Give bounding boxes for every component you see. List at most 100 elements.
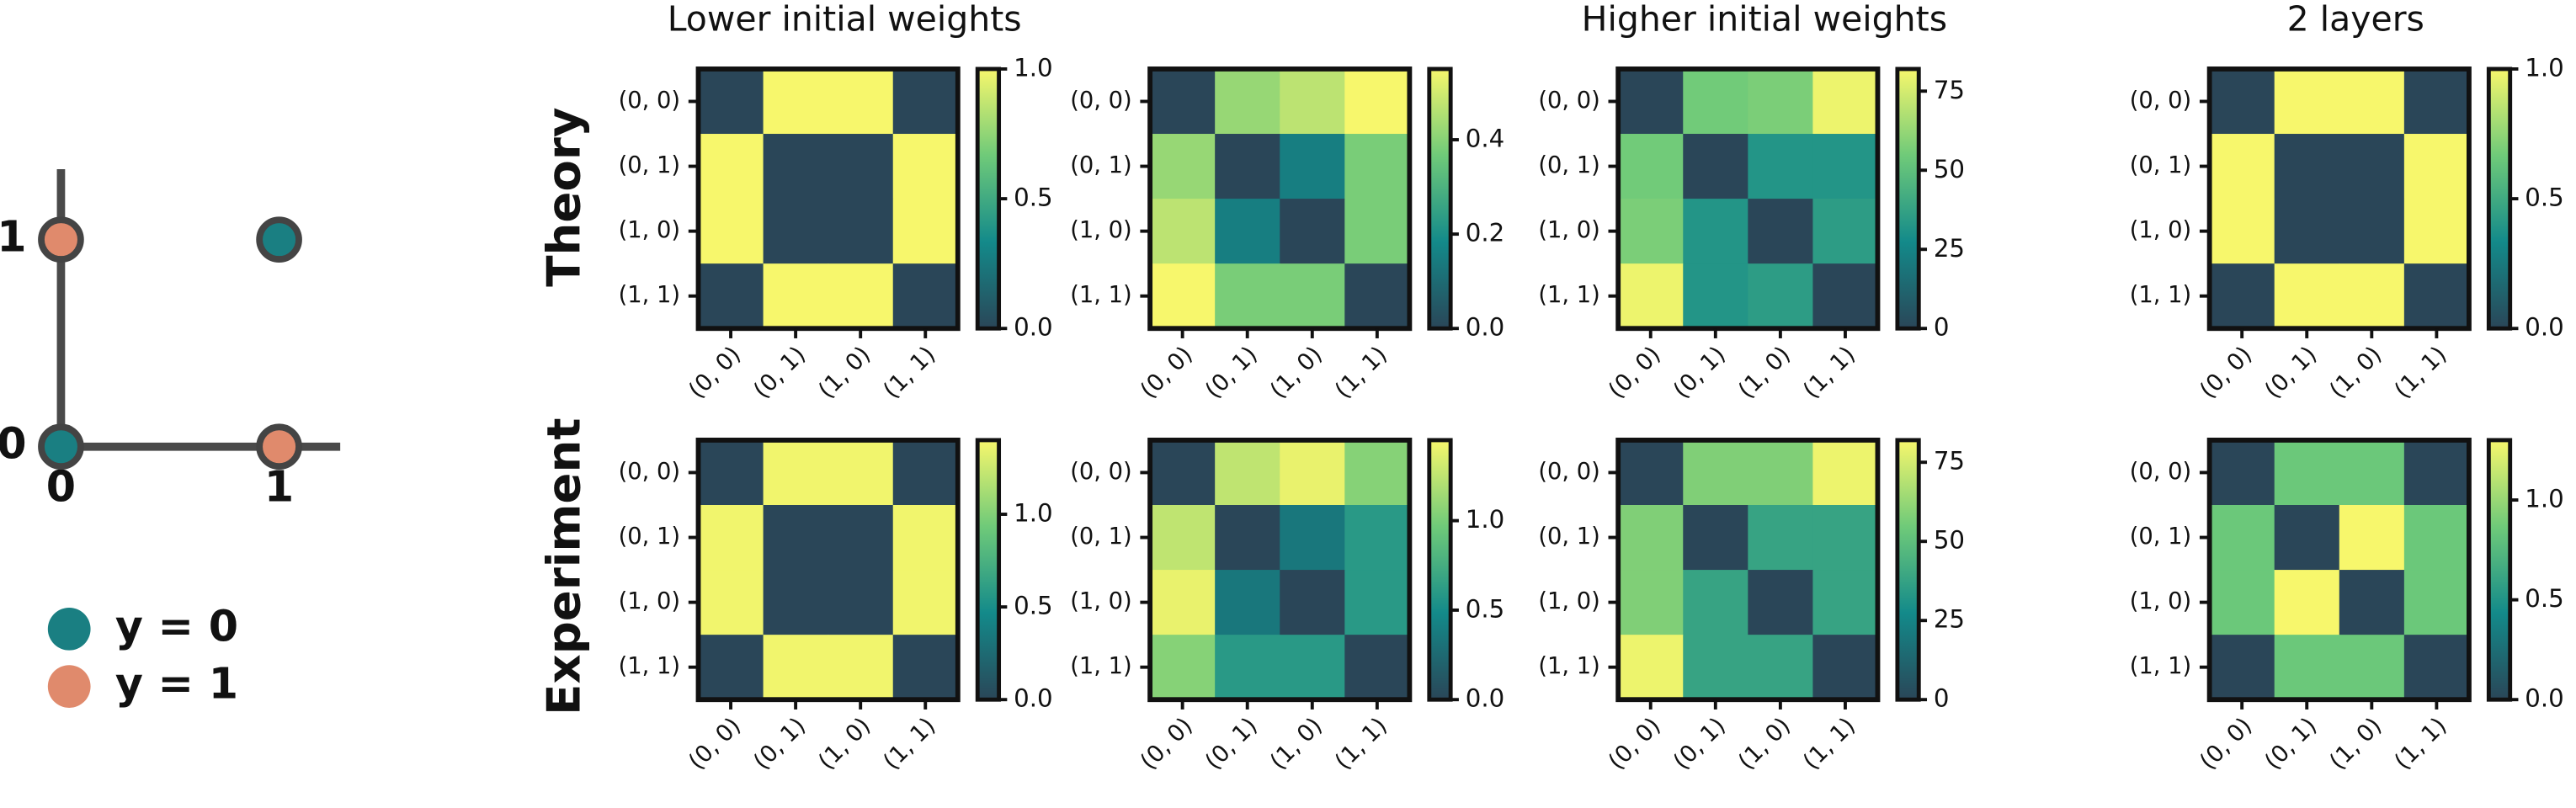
heatmap-cell: [828, 68, 894, 135]
heatmap-cell: [1748, 134, 1813, 199]
heatmap-cell: [763, 570, 829, 635]
heatmap-cell: [2403, 439, 2470, 506]
x-tick-label: (0, 1): [1669, 713, 1731, 775]
heatmap-cell: [892, 134, 959, 199]
heatmap-cell: [1215, 505, 1280, 571]
heatmap-cell: [2403, 68, 2470, 135]
x-tick-label: (1, 0): [2325, 342, 2387, 404]
x-tick-label: 0: [46, 461, 76, 511]
x-tick-label: (1, 1): [2390, 342, 2452, 404]
heatmap-cell: [1215, 439, 1280, 506]
heatmap-cell: [763, 505, 829, 571]
y-tick-label: (1, 0): [2130, 588, 2191, 614]
x-tick-label: (1, 1): [1798, 342, 1860, 404]
heatmap-cell: [763, 68, 829, 135]
heatmap-cell: [2274, 570, 2340, 635]
heatmap-cell: [763, 439, 829, 506]
y-tick-label: (1, 0): [2130, 217, 2191, 243]
y-tick-label: 0: [0, 419, 27, 469]
heatmap-cell: [1215, 635, 1280, 700]
heatmap-cell: [1748, 635, 1813, 700]
heatmap-cell: [2403, 199, 2470, 264]
colorbar: [975, 66, 1002, 331]
plot-frame: [1147, 66, 1413, 332]
colorbar-tick-label: 0.0: [1466, 313, 1505, 342]
heatmap-cell: [1280, 505, 1345, 571]
plot-frame: [1147, 437, 1413, 703]
data-point: [38, 423, 84, 470]
heatmap-cell: [1344, 505, 1410, 571]
heatmap-cell: [698, 134, 764, 199]
y-tick-label: (1, 1): [2130, 282, 2191, 308]
heatmap-cell: [1280, 263, 1345, 329]
heatmap-cell: [1683, 635, 1748, 700]
y-tick-label: (0, 0): [1538, 88, 1599, 114]
plot-frame: [1615, 437, 1881, 703]
colorbar-tick-label: 25: [1934, 234, 1965, 263]
heatmap-cell: [1683, 263, 1748, 329]
heatmap-cell: [1618, 439, 1684, 506]
heatmap-cell: [892, 199, 959, 264]
heatmap-cell: [1748, 263, 1813, 329]
x-tick-label: (0, 1): [2259, 342, 2322, 404]
y-tick-label: (1, 0): [1538, 217, 1599, 243]
heatmap-cell: [2209, 134, 2275, 199]
y-tick-label: (1, 1): [619, 653, 680, 679]
colorbar: [2486, 66, 2513, 331]
heatmap-cell: [1280, 635, 1345, 700]
heatmap-cell: [1280, 570, 1345, 635]
x-tick-label: (1, 0): [813, 342, 876, 404]
heatmap-cell: [1683, 199, 1748, 264]
y-tick-label: (0, 0): [619, 88, 680, 114]
x-tick-label: (0, 1): [2259, 713, 2322, 775]
heatmap-cell: [1280, 439, 1345, 506]
colorbar-tick-label: 1.0: [1014, 499, 1053, 528]
heatmap-cell: [698, 199, 764, 264]
heatmap-cell: [2274, 199, 2340, 264]
heatmap-cell: [1748, 68, 1813, 135]
heatmap-cell: [1748, 505, 1813, 571]
heatmap-cell: [2209, 68, 2275, 135]
colorbar-tick-label: 0.5: [1466, 594, 1505, 623]
heatmap-cell: [892, 439, 959, 506]
y-tick-label: (1, 0): [619, 217, 680, 243]
heatmap-cell: [2339, 68, 2405, 135]
colorbar-tick-label: 75: [1934, 76, 1965, 104]
heatmap-cell: [1280, 134, 1345, 199]
heatmap-cell: [698, 505, 764, 571]
x-tick-label: (0, 0): [1604, 342, 1666, 404]
heatmap-cell: [1683, 68, 1748, 135]
x-tick-label: (0, 0): [684, 713, 746, 775]
heatmap-cell: [1618, 263, 1684, 329]
y-tick-label: 1: [0, 212, 27, 262]
heatmap-cell: [1812, 68, 1879, 135]
y-tick-label: (0, 1): [619, 152, 680, 178]
heatmap-cell: [1344, 635, 1410, 700]
plot-frame: [2206, 66, 2472, 332]
y-tick-label: (1, 0): [1538, 588, 1599, 614]
heatmap-cell: [763, 134, 829, 199]
heatmap-cell: [1812, 134, 1879, 199]
row-label: Theory: [537, 108, 591, 287]
heatmap-cell: [828, 263, 894, 329]
heatmap-cell: [828, 570, 894, 635]
heatmap-cell: [698, 263, 764, 329]
legend-marker: [47, 665, 91, 708]
heatmap-cell: [1344, 199, 1410, 264]
x-tick-label: (1, 1): [879, 342, 941, 404]
y-tick-label: (1, 1): [1070, 653, 1131, 679]
heatmap-cell: [2209, 570, 2275, 635]
heatmap-cell: [1683, 570, 1748, 635]
heatmap-cell: [698, 439, 764, 506]
colorbar: [975, 438, 1002, 702]
heatmap-cell: [892, 570, 959, 635]
heatmap-cell: [828, 439, 894, 506]
heatmap-cell: [2403, 635, 2470, 700]
heatmap-cell: [2403, 505, 2470, 571]
y-tick-label: (0, 0): [1538, 459, 1599, 485]
heatmap-cell: [1812, 635, 1879, 700]
colorbar-tick-label: 0.5: [2525, 584, 2564, 613]
colorbar-tick-label: 1.0: [1466, 505, 1505, 534]
heatmap-cell: [892, 263, 959, 329]
legend-label: y = 1: [115, 659, 238, 709]
